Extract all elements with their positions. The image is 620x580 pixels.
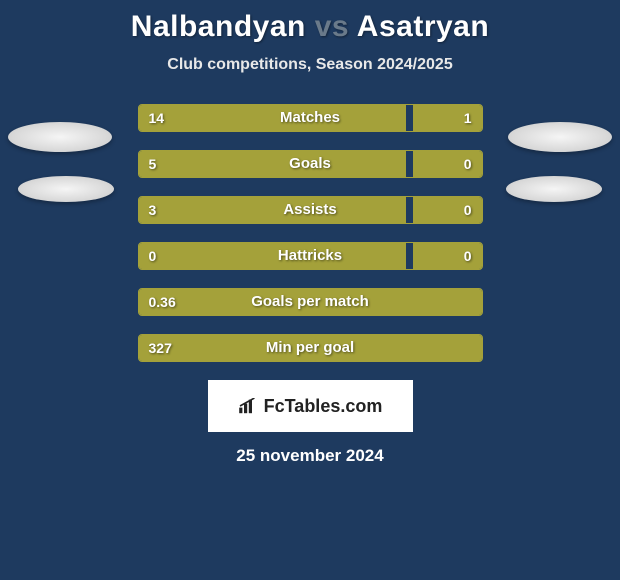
bar-left: [139, 243, 407, 269]
stat-row-goals: 5 0 Goals: [138, 150, 483, 178]
bar-left: [139, 151, 407, 177]
stats-block: 14 1 Matches 5 0 Goals 3 0 Assists 0 0 Hattricks 0.3…: [138, 104, 483, 362]
stat-row-min-per-goal: 327 Min per goal: [138, 334, 483, 362]
value-left: 3: [149, 197, 157, 223]
stat-label: Min per goal: [266, 335, 354, 361]
logo-label: FcTables.com: [264, 396, 383, 417]
date-label: 25 november 2024: [8, 446, 612, 466]
comparison-card: Nalbandyan vs Asatryan Club competitions…: [0, 0, 620, 476]
stat-label: Hattricks: [278, 243, 342, 269]
value-right: 1: [464, 105, 472, 131]
value-right: 0: [464, 243, 472, 269]
page-title: Nalbandyan vs Asatryan: [8, 10, 612, 44]
stat-row-matches: 14 1 Matches: [138, 104, 483, 132]
logo-box: FcTables.com: [208, 380, 413, 432]
stat-label: Matches: [280, 105, 340, 131]
vs-separator: vs: [315, 10, 349, 43]
value-right: 0: [464, 197, 472, 223]
stat-label: Assists: [283, 197, 336, 223]
stat-label: Goals per match: [251, 289, 369, 315]
stat-row-goals-per-match: 0.36 Goals per match: [138, 288, 483, 316]
stat-row-assists: 3 0 Assists: [138, 196, 483, 224]
bar-left: [139, 105, 407, 131]
value-right: 0: [464, 151, 472, 177]
player1-avatar-placeholder: [8, 122, 112, 152]
value-left: 5: [149, 151, 157, 177]
bar-left: [139, 197, 407, 223]
logo-text: FcTables.com: [238, 396, 383, 417]
player1-team-placeholder: [18, 176, 114, 202]
value-left: 0: [149, 243, 157, 269]
bars-icon: [238, 398, 258, 414]
subtitle: Club competitions, Season 2024/2025: [8, 56, 612, 74]
value-left: 0.36: [149, 289, 176, 315]
value-left: 14: [149, 105, 165, 131]
value-left: 327: [149, 335, 172, 361]
player1-name: Nalbandyan: [131, 10, 306, 43]
player2-team-placeholder: [506, 176, 602, 202]
stat-row-hattricks: 0 0 Hattricks: [138, 242, 483, 270]
player2-avatar-placeholder: [508, 122, 612, 152]
player2-name: Asatryan: [357, 10, 489, 43]
stat-label: Goals: [289, 151, 331, 177]
